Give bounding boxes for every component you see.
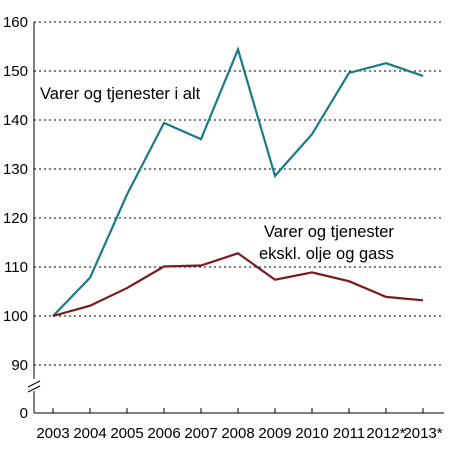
y-tick-labels: 0 90 100 110 120 130 140 150 160 bbox=[3, 14, 28, 422]
y-tick-label: 110 bbox=[4, 259, 28, 276]
x-tick-label: 2009 bbox=[258, 425, 291, 442]
series-line-total bbox=[52, 46, 424, 317]
axes bbox=[26, 22, 444, 414]
x-tick-label: 2006 bbox=[147, 425, 180, 442]
x-tick-label: 2003 bbox=[36, 425, 69, 442]
x-tick-label: 2008 bbox=[221, 425, 254, 442]
x-tick-label: 2010 bbox=[295, 425, 328, 442]
x-tick-label: 2013* bbox=[403, 425, 442, 442]
y-tick-label: 100 bbox=[3, 308, 28, 325]
gridlines bbox=[34, 21, 444, 366]
x-tick-label: 2004 bbox=[73, 425, 106, 442]
y-tick-label: 140 bbox=[3, 112, 28, 129]
y-tick-label: 130 bbox=[3, 161, 28, 178]
y-tick-label: 160 bbox=[3, 14, 28, 31]
axis-break-marker bbox=[26, 379, 42, 393]
y-tick-label: 150 bbox=[3, 63, 28, 80]
series-lines bbox=[52, 46, 424, 318]
x-tick-label: 2005 bbox=[110, 425, 143, 442]
y-tick-label: 120 bbox=[3, 210, 28, 227]
x-tick-label: 2012* bbox=[366, 425, 405, 442]
series-label-excl-oil-gas-line1: Varer og tjenester bbox=[264, 223, 394, 241]
x-tick-labels: 2003 2004 2005 2006 2007 2008 2009 2010 2011 2012… bbox=[36, 408, 443, 442]
series-line-excl-oil-gas bbox=[52, 252, 424, 318]
x-tick-label: 2011 bbox=[333, 425, 365, 442]
series-label-total: Varer og tjenester i alt bbox=[40, 85, 201, 103]
series-label-excl-oil-gas-line2: ekskl. olje og gass bbox=[259, 245, 394, 263]
y-tick-label: 0 bbox=[20, 405, 28, 422]
y-tick-label: 90 bbox=[11, 357, 28, 374]
x-tick-label: 2007 bbox=[184, 425, 217, 442]
